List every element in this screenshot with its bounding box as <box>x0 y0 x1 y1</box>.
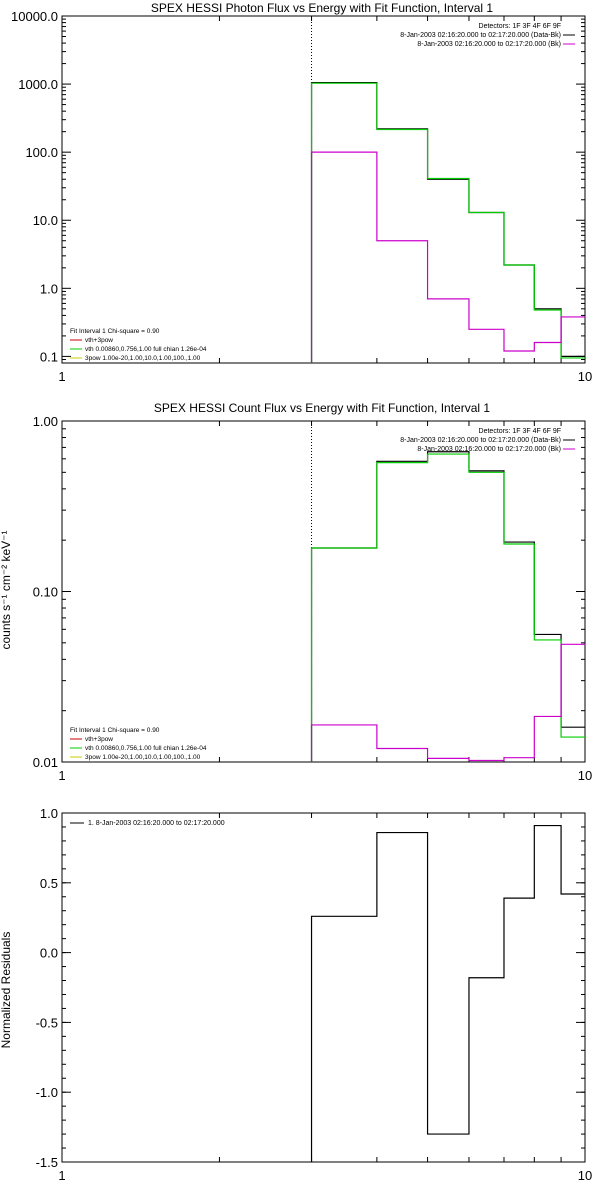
legend-entry: 3pow 1.00e-20,1.00,10.0,1.00,100.,1.00 <box>85 355 201 362</box>
residuals-ylabel: Normalized Residuals <box>0 932 13 1049</box>
legend-entry: Fit Interval 1 Chi-square = 0.90 <box>70 727 160 734</box>
legend-entry: 1. 8-Jan-2003 02:16:20.000 to 02:17:20.0… <box>88 820 225 827</box>
photon-flux-panel: SPEX HESSI Photon Flux vs Energy with Fi… <box>11 1 592 384</box>
legend-entry: 8-Jan-2003 02:16:20.000 to 02:17:20.000 … <box>400 437 561 444</box>
count-flux-ylabel: counts s⁻¹ cm⁻² keV⁻¹ <box>0 530 13 649</box>
y-tick-label: 0.0 <box>40 946 58 961</box>
y-tick-label: 0.01 <box>33 755 58 770</box>
y-tick-label: 1.00 <box>33 414 58 429</box>
y-tick-label: 100.0 <box>25 145 58 160</box>
x-tick-label: 10 <box>578 768 592 783</box>
legend-entry: 3pow 1.00e-20,1.00,10.0,1.00,100.,1.00 <box>85 754 201 761</box>
x-tick-label: 10 <box>578 369 592 384</box>
legend-entry: Detectors: 1F 3F 4F 6F 9F <box>479 428 561 435</box>
legend-entry: Detectors: 1F 3F 4F 6F 9F <box>479 23 561 30</box>
x-tick-label: 10 <box>578 1168 592 1183</box>
histogram-series <box>310 824 585 1162</box>
count-flux-title: SPEX HESSI Count Flux vs Energy with Fit… <box>154 401 490 415</box>
legend-entry: Fit Interval 1 Chi-square = 0.90 <box>70 328 160 335</box>
y-tick-label: -0.5 <box>36 1015 58 1030</box>
y-tick-label: -1.0 <box>36 1085 58 1100</box>
y-tick-label: 0.10 <box>33 585 58 600</box>
y-tick-label: 0.1 <box>40 349 58 364</box>
legend-entry: vth+3pow <box>85 736 113 743</box>
histogram-series <box>310 82 585 363</box>
histogram-series <box>310 451 585 762</box>
histogram-series <box>310 453 585 762</box>
y-tick-label: -1.5 <box>36 1155 58 1170</box>
y-tick-label: 1.0 <box>40 806 58 821</box>
y-tick-label: 0.5 <box>40 876 58 891</box>
y-tick-label: 10.0 <box>33 213 58 228</box>
x-tick-label: 1 <box>58 1168 65 1183</box>
plot-frame <box>61 420 586 763</box>
x-tick-label: 1 <box>58 768 65 783</box>
legend-entry: 8-Jan-2003 02:16:20.000 to 02:17:20.000 … <box>400 32 561 39</box>
legend-entry: vth 0.00860,0.756,1.00 full chian 1.26e-… <box>85 745 207 752</box>
plot-frame <box>61 812 586 1163</box>
histogram-series <box>310 643 585 762</box>
y-tick-label: 10000.0 <box>11 9 58 24</box>
histogram-series <box>310 82 585 363</box>
legend-entry: vth+3pow <box>85 337 113 344</box>
plot-frame <box>61 15 586 364</box>
x-tick-label: 1 <box>58 369 65 384</box>
histogram-series <box>310 151 585 363</box>
legend-entry: 8-Jan-2003 02:16:20.000 to 02:17:20.000 … <box>417 446 561 453</box>
photon-flux-title: SPEX HESSI Photon Flux vs Energy with Fi… <box>151 1 493 15</box>
legend-entry: vth 0.00860,0.756,1.00 full chian 1.26e-… <box>85 346 207 353</box>
legend-entry: 8-Jan-2003 02:16:20.000 to 02:17:20.000 … <box>417 41 561 48</box>
y-tick-label: 1000.0 <box>18 77 58 92</box>
count-flux-panel: SPEX HESSI Count Flux vs Energy with Fit… <box>0 401 592 783</box>
residuals-panel: Normalized Residuals 1.0 0.5 0.0 -0.5 -1.0 -1… <box>0 806 592 1183</box>
y-tick-label: 1.0 <box>40 281 58 296</box>
